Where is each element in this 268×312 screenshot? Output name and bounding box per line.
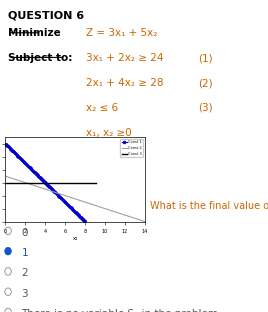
Text: (1): (1)	[198, 53, 213, 63]
Text: What is the final value of S₂?: What is the final value of S₂?	[150, 201, 268, 211]
Text: 3: 3	[21, 289, 28, 299]
Text: 3x₁ + 2x₂ ≥ 24: 3x₁ + 2x₂ ≥ 24	[86, 53, 163, 63]
Text: (2): (2)	[198, 78, 213, 88]
Text: 1: 1	[21, 248, 28, 258]
Text: There is no variable S₂ in the problem: There is no variable S₂ in the problem	[21, 309, 218, 312]
Legend: Const 1, Const 2, Const 3: Const 1, Const 2, Const 3	[120, 139, 143, 157]
Text: Minimize: Minimize	[8, 28, 61, 38]
Text: 0: 0	[21, 228, 28, 238]
Circle shape	[5, 247, 11, 255]
Text: x₂ ≤ 6: x₂ ≤ 6	[86, 103, 118, 113]
Text: QUESTION 6: QUESTION 6	[8, 11, 84, 21]
Text: 2: 2	[21, 268, 28, 278]
X-axis label: x₁: x₁	[72, 236, 78, 241]
Text: 2x₁ + 4x₂ ≥ 28: 2x₁ + 4x₂ ≥ 28	[86, 78, 163, 88]
Text: Z = 3x₁ + 5x₂: Z = 3x₁ + 5x₂	[86, 28, 157, 38]
Text: (3): (3)	[198, 103, 213, 113]
Text: x₁, x₂ ≥0: x₁, x₂ ≥0	[86, 128, 132, 138]
Text: Subject to:: Subject to:	[8, 53, 72, 63]
